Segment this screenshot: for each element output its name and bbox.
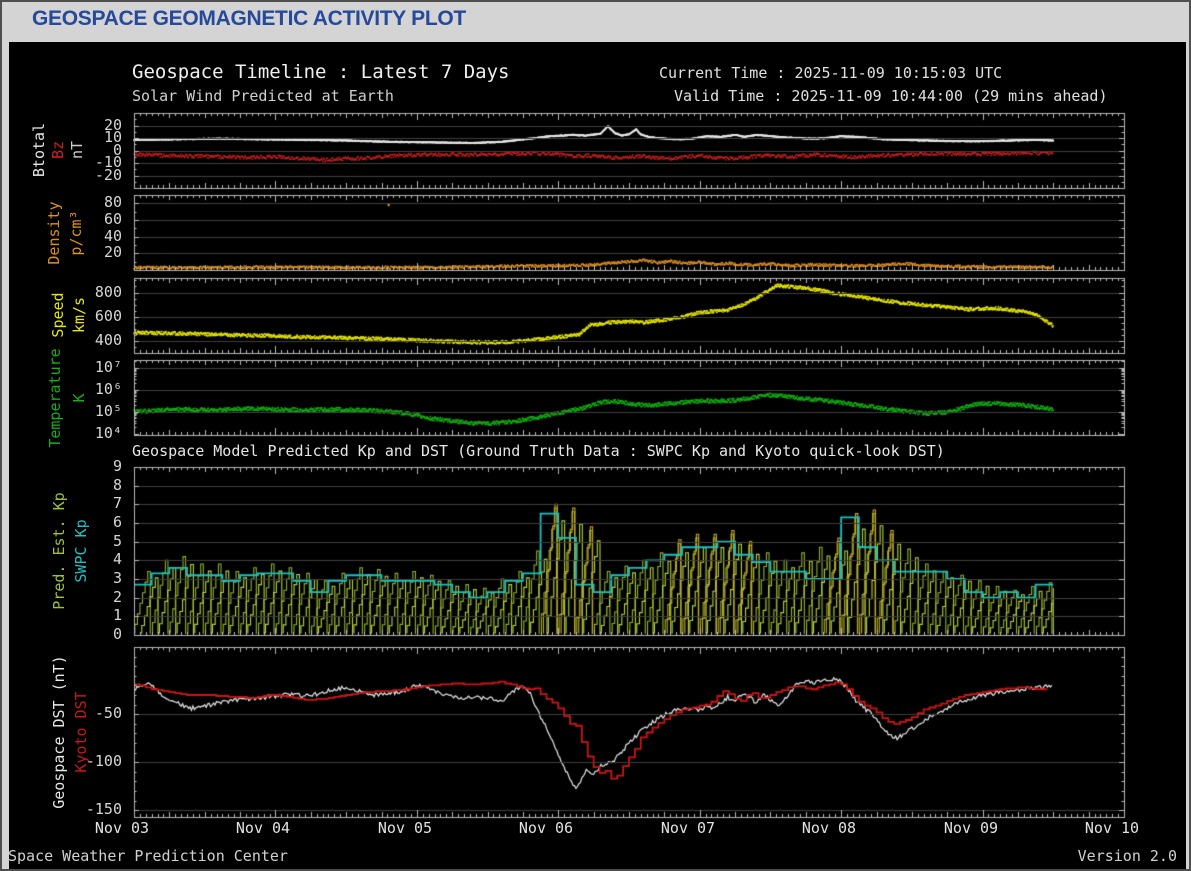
y-tick-label: 600 xyxy=(60,307,122,325)
y-tick-label: 4 xyxy=(60,550,122,568)
x-tick-label: Nov 04 xyxy=(218,819,308,837)
valid-time-label: Valid Time : 2025-11-09 10:44:00 (29 min… xyxy=(674,87,1107,105)
y-tick-label: 10⁴ xyxy=(60,424,122,442)
y-tick-label: 80 xyxy=(60,193,122,211)
y-tick-label: 9 xyxy=(60,457,122,475)
x-tick-label: Nov 07 xyxy=(643,819,733,837)
geospace-plot-canvas xyxy=(2,2,1191,871)
y-tick-label: 1 xyxy=(60,606,122,624)
y-tick-label: 10⁷ xyxy=(60,358,122,376)
kp-dst-section-title: Geospace Model Predicted Kp and DST (Gro… xyxy=(132,442,945,460)
x-tick-label: Nov 08 xyxy=(784,819,874,837)
y-tick-label: 3 xyxy=(60,569,122,587)
x-tick-label: Nov 06 xyxy=(501,819,591,837)
y-tick-label: 800 xyxy=(60,283,122,301)
y-tick-label: 400 xyxy=(60,331,122,349)
y-tick-label: 2 xyxy=(60,588,122,606)
ylabel-btotal: Btotal xyxy=(30,123,48,177)
y-tick-label: -100 xyxy=(60,752,122,770)
x-tick-label: Nov 09 xyxy=(926,819,1016,837)
y-tick-label: 10⁶ xyxy=(60,380,122,398)
y-tick-label: -20 xyxy=(60,166,122,184)
plot-subtitle: Solar Wind Predicted at Earth xyxy=(132,87,394,105)
y-tick-label: 7 xyxy=(60,494,122,512)
y-tick-label: -50 xyxy=(60,704,122,722)
y-tick-label: 5 xyxy=(60,532,122,550)
footer-source-label: Space Weather Prediction Center xyxy=(8,847,288,865)
y-tick-label: 8 xyxy=(60,476,122,494)
geospace-activity-window: GEOSPACE GEOMAGNETIC ACTIVITY PLOT Geosp… xyxy=(0,0,1191,871)
footer-version-label: Version 2.0 xyxy=(1078,847,1177,865)
y-tick-label: 60 xyxy=(60,210,122,228)
plot-title: Geospace Timeline : Latest 7 Days xyxy=(132,61,510,83)
y-tick-label: 0 xyxy=(60,625,122,643)
ylabel-geospace-dst: Geospace DST (nT) xyxy=(50,655,68,809)
x-tick-label: Nov 03 xyxy=(77,819,167,837)
current-time-label: Current Time : 2025-11-09 10:15:03 UTC xyxy=(659,64,1002,82)
x-tick-label: Nov 05 xyxy=(360,819,450,837)
y-tick-label: 6 xyxy=(60,513,122,531)
y-tick-label: 20 xyxy=(60,243,122,261)
y-tick-label: 10⁵ xyxy=(60,402,122,420)
x-tick-label: Nov 10 xyxy=(1067,819,1157,837)
y-tick-label: -150 xyxy=(60,800,122,818)
